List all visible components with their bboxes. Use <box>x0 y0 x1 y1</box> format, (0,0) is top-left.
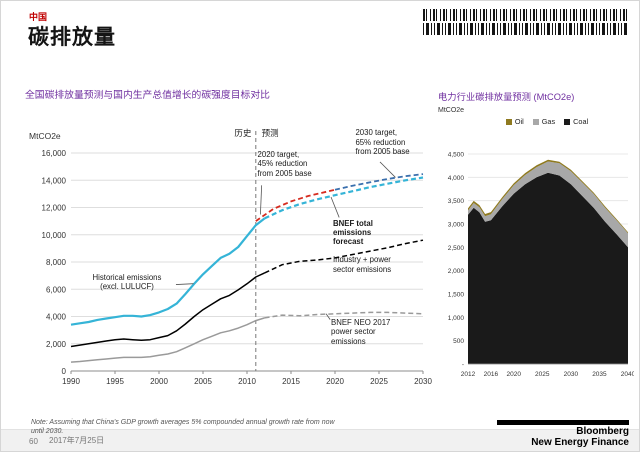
emissions-chart-svg: 0 2,000 4,000 6,000 8,000 10,000 12,000 14,000 1… <box>42 131 432 386</box>
footer <box>1 429 639 451</box>
svg-text:2020: 2020 <box>506 371 521 378</box>
power-chart-svg: - 500 1,000 1,500 2,000 2,500 3,000 3,500 4,000 4… <box>448 152 634 379</box>
svg-text:2,000: 2,000 <box>46 340 67 349</box>
kicker: 中国 <box>29 12 48 22</box>
barcode-decoration <box>423 9 627 36</box>
chart-annotation: 2030 target, 65% reduction from 2005 bas… <box>355 128 410 156</box>
svg-text:1,000: 1,000 <box>448 315 465 322</box>
page-title: 碳排放量 <box>28 26 116 49</box>
svg-text:12,000: 12,000 <box>42 204 67 213</box>
svg-text:2025: 2025 <box>370 377 388 386</box>
left-y-axis-unit: MtCO2e <box>29 131 61 141</box>
slide-date: 2017年7月25日 <box>49 436 105 445</box>
svg-text:2005: 2005 <box>194 377 212 386</box>
emissions-chart-widget: MtCO2e 历史 预测 0 2,000 4,000 6,000 8,000 10,000… <box>25 105 433 397</box>
chart-annotation: Industry + power sector emissions <box>333 255 392 274</box>
legend-label: Gas <box>541 117 556 126</box>
gas-swatch <box>532 118 539 125</box>
coal-swatch <box>564 118 571 125</box>
chart-annotation: BNEF total emissions forecast <box>333 218 373 247</box>
legend-label: Coal <box>573 117 589 126</box>
svg-text:0: 0 <box>62 367 67 376</box>
chart-annotation: BNEF NEO 2017 power sector emissions <box>331 318 391 346</box>
oil-swatch <box>505 118 512 125</box>
svg-text:14,000: 14,000 <box>42 176 67 185</box>
svg-text:3,500: 3,500 <box>448 198 465 205</box>
right-y-axis-unit: MtCO2e <box>438 107 465 114</box>
history-label: 历史 <box>234 128 252 138</box>
brand-name: Bloomberg <box>576 426 629 437</box>
bloomberg-logo: Bloomberg New Energy Finance <box>497 420 629 448</box>
barcode-row <box>423 23 627 35</box>
svg-text:4,000: 4,000 <box>448 175 465 182</box>
svg-text:500: 500 <box>453 338 464 345</box>
brand-subname: New Energy Finance <box>531 436 629 448</box>
svg-text:8,000: 8,000 <box>46 258 67 267</box>
legend-label: Oil <box>514 117 524 126</box>
footnote: Note: Assuming that China's GDP growth a… <box>31 419 335 436</box>
right-chart-title: 电力行业碳排放量预测 (MtCO2e) <box>438 92 575 102</box>
svg-text:2020: 2020 <box>326 377 344 386</box>
barcode-row <box>423 9 627 21</box>
svg-text:2035: 2035 <box>592 371 607 378</box>
svg-text:2000: 2000 <box>150 377 168 386</box>
svg-text:3,000: 3,000 <box>448 222 465 229</box>
legend-item-gas: Gas <box>532 117 556 126</box>
legend-item-coal: Coal <box>564 117 588 126</box>
chart-annotation: Historical emissions (excl. LULUCF) <box>92 272 162 292</box>
chart-legend: Oil Gas Coal <box>460 117 634 126</box>
svg-text:2,500: 2,500 <box>448 245 465 252</box>
svg-text:2010: 2010 <box>238 377 256 386</box>
svg-text:-: - <box>462 362 464 369</box>
svg-text:2016: 2016 <box>484 371 499 378</box>
svg-text:2015: 2015 <box>282 377 300 386</box>
svg-text:6,000: 6,000 <box>46 285 67 294</box>
legend-item-oil: Oil <box>505 117 524 126</box>
power-sector-chart: 电力行业碳排放量预测 (MtCO2e) MtCO2e Oil Gas Coal … <box>438 89 634 380</box>
svg-text:2012: 2012 <box>461 371 476 378</box>
svg-text:16,000: 16,000 <box>42 149 67 158</box>
svg-text:1995: 1995 <box>106 377 124 386</box>
chart-annotation: 2020 target, 45% reduction from 2005 bas… <box>257 150 312 178</box>
national-emissions-chart: 全国碳排放量预测与国内生产总值增长的碳强度目标对比 MtCO2e 历史 预测 0… <box>25 87 433 409</box>
logo-bar <box>497 420 629 425</box>
left-chart-title: 全国碳排放量预测与国内生产总值增长的碳强度目标对比 <box>25 90 270 101</box>
page-number: 60 <box>29 437 38 446</box>
svg-text:2030: 2030 <box>414 377 432 386</box>
svg-text:4,000: 4,000 <box>46 313 67 322</box>
svg-text:10,000: 10,000 <box>42 231 67 240</box>
forecast-label: 预测 <box>261 128 279 138</box>
svg-text:4,500: 4,500 <box>448 152 465 159</box>
svg-text:2,000: 2,000 <box>448 268 465 275</box>
svg-text:2040: 2040 <box>621 371 634 378</box>
svg-text:2030: 2030 <box>564 371 579 378</box>
svg-text:2025: 2025 <box>535 371 550 378</box>
svg-text:1,500: 1,500 <box>448 292 465 299</box>
svg-text:1990: 1990 <box>62 377 80 386</box>
